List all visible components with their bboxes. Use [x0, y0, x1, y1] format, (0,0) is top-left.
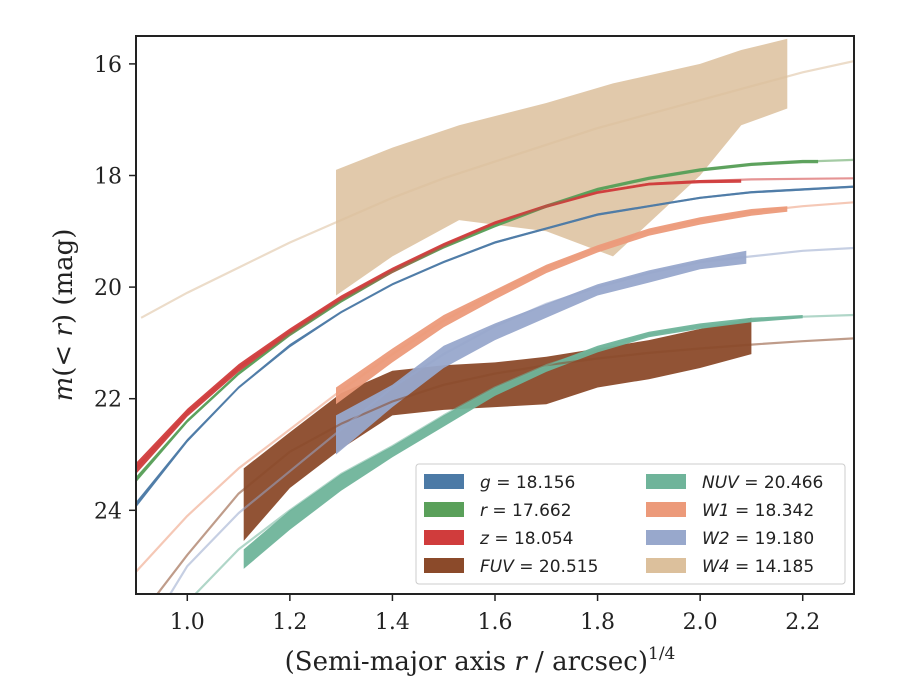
y-tick-label: 24 — [94, 499, 122, 524]
legend-frame — [415, 463, 846, 585]
y-tick-label: 22 — [94, 388, 122, 413]
x-tick-label: 2.2 — [785, 610, 820, 635]
y-axis-label: mm((< r) (mag) — [49, 229, 79, 402]
model-curve-w4 — [140, 60, 854, 319]
y-tick-label: 16 — [94, 53, 122, 78]
x-axis-label: (Semi-major axis r / arcsec)1/4 — [285, 644, 676, 677]
model-curve-nuv — [193, 313, 854, 594]
model-curve-r — [136, 158, 854, 481]
band-fuv — [243, 317, 752, 541]
legend-label-w1: W1 = 18.342 — [702, 501, 814, 521]
legend-label-w4: W4 = 14.185 — [702, 557, 814, 577]
model-curve-fuv — [155, 337, 854, 594]
x-tick-label: 1.2 — [272, 610, 307, 635]
model-curve-g — [136, 185, 854, 506]
model-curves — [136, 60, 854, 594]
model-curve-z — [136, 177, 854, 470]
y-tick-label: 20 — [94, 276, 122, 301]
legend-label-nuv: NUV = 20.466 — [702, 473, 823, 493]
legend-label-fuv: FUV = 20.515 — [480, 557, 598, 577]
model-curve-w1 — [136, 201, 854, 573]
legend-label-z: z = 18.054 — [479, 529, 573, 549]
legend-label-w2: W2 = 19.180 — [702, 529, 814, 549]
x-tick-label: 2.0 — [683, 610, 718, 635]
legend-label-g: g = 18.156 — [480, 473, 575, 493]
y-tick-label: 18 — [94, 165, 122, 190]
legend-swatch-g — [424, 474, 464, 489]
legend-swatch-nuv — [646, 474, 686, 489]
model-curve-w2 — [168, 246, 854, 594]
legend-swatch-r — [424, 502, 464, 517]
legend-swatch-w4 — [646, 558, 686, 573]
legend-label-r: r = 17.662 — [480, 501, 572, 521]
y-ticks: 16 18 20 22 24 — [94, 53, 136, 524]
x-tick-label: 1.0 — [170, 610, 205, 635]
x-tick-label: 1.6 — [478, 610, 513, 635]
x-tick-label: 1.8 — [580, 610, 615, 635]
legend-swatch-z — [424, 530, 464, 545]
legend-swatch-w1 — [646, 502, 686, 517]
x-tick-label: 1.4 — [375, 610, 410, 635]
x-ticks: 1.0 1.2 1.4 1.6 1.8 2.0 2.2 — [170, 594, 820, 635]
error-bands — [136, 38, 854, 569]
legend-swatch-w2 — [646, 530, 686, 545]
legend: g = 18.156 r = 17.662 z = 18.054 FUV = 20.5… — [415, 463, 846, 585]
legend-swatch-fuv — [424, 558, 464, 573]
band-w4 — [336, 38, 788, 296]
